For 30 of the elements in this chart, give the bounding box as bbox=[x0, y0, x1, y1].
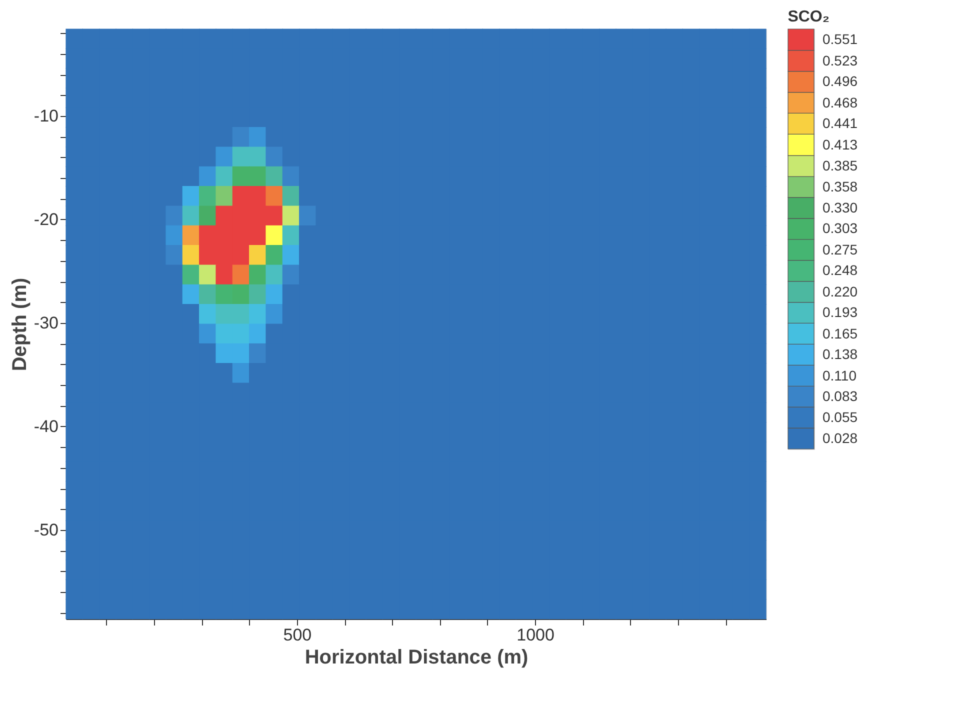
color-bar-label: 0.385 bbox=[822, 158, 858, 174]
color-bar-label: 0.193 bbox=[822, 304, 858, 320]
y-tick-label: -10 bbox=[34, 106, 58, 126]
color-bar-label: 0.028 bbox=[822, 430, 858, 446]
color-bar-label: 0.496 bbox=[822, 73, 858, 90]
x-axis-title: Horizontal Distance (m) bbox=[304, 646, 528, 668]
color-bar-label: 0.523 bbox=[822, 52, 858, 69]
color-bar-label: 0.275 bbox=[822, 242, 858, 258]
color-bar-label: 0.110 bbox=[822, 367, 857, 384]
color-bar-label: 0.220 bbox=[822, 283, 858, 300]
color-bar-label: 0.441 bbox=[822, 115, 858, 132]
color-bar-label: 0.468 bbox=[822, 94, 858, 110]
y-tick-label: -40 bbox=[34, 416, 58, 436]
color-bar-label: 0.165 bbox=[822, 325, 858, 342]
color-bar-label: 0.303 bbox=[822, 220, 858, 236]
color-bar-label: 0.413 bbox=[822, 136, 858, 152]
color-bar-label: 0.248 bbox=[822, 262, 858, 278]
y-tick-label: -20 bbox=[34, 210, 58, 229]
color-bar-label: 0.358 bbox=[822, 178, 858, 194]
color-bar-label: 0.330 bbox=[822, 200, 858, 216]
legend-title: SCO₂ bbox=[788, 8, 830, 26]
color-bar-label: 0.055 bbox=[822, 409, 858, 426]
y-tick-label: -30 bbox=[34, 313, 58, 332]
color-bar-label: 0.138 bbox=[822, 346, 858, 362]
y-tick-label: -50 bbox=[34, 520, 58, 540]
y-axis-title: Depth (m) bbox=[8, 278, 31, 372]
color-bar-label: 0.551 bbox=[822, 31, 858, 48]
x-tick-label: 1000 bbox=[516, 626, 554, 644]
x-tick-label: 500 bbox=[283, 626, 312, 644]
color-bar-label: 0.083 bbox=[822, 388, 858, 404]
